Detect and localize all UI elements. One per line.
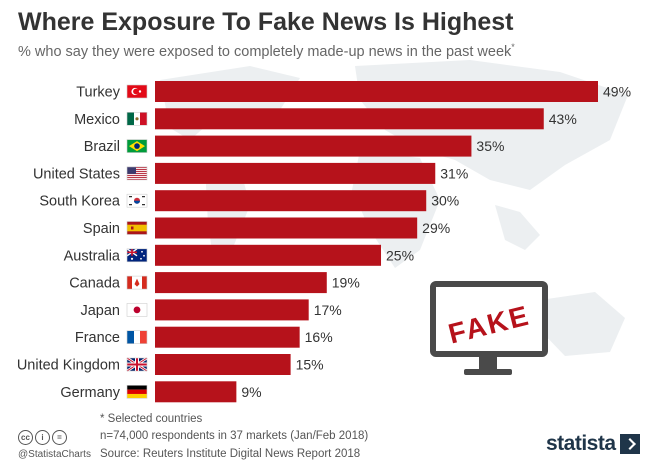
value-label: 15%	[296, 357, 324, 373]
bar	[155, 217, 418, 239]
bar	[155, 326, 300, 348]
bar	[155, 190, 427, 212]
bar-row-united-states: United States 31%	[33, 162, 468, 184]
subtitle-text: % who say they were exposed to completel…	[18, 43, 512, 60]
footnote: * Selected countries	[100, 413, 203, 425]
bar-row-united-kingdom: United Kingdom 15%	[17, 354, 324, 375]
bar-row-spain: Spain 29%	[83, 217, 450, 239]
mexico-flag-icon	[126, 112, 148, 126]
spain-flag-icon	[126, 221, 148, 235]
statista-logo[interactable]: statista	[546, 432, 640, 456]
value-label: 49%	[603, 84, 631, 100]
chart-title: Where Exposure To Fake News Is Highest	[18, 8, 514, 36]
category-label: Brazil	[84, 139, 120, 155]
fake-monitor-illustration: FAKE	[430, 281, 548, 375]
category-label: Germany	[60, 385, 120, 401]
bar	[155, 244, 382, 266]
category-label: United Kingdom	[17, 358, 120, 374]
twitter-handle: @StatistaCharts	[18, 449, 91, 460]
attribution-icon: i	[35, 430, 50, 445]
value-label: 19%	[332, 275, 360, 291]
canada-flag-icon	[126, 275, 148, 290]
value-label: 29%	[422, 220, 450, 236]
category-label: United States	[33, 166, 120, 182]
source-note: Source: Reuters Institute Digital News R…	[100, 448, 361, 460]
bar-row-turkey: Turkey 49%	[76, 81, 631, 102]
chart-subtitle: % who say they were exposed to completel…	[18, 42, 515, 60]
value-label: 30%	[431, 193, 459, 209]
statista-logo-mark-icon	[619, 434, 640, 454]
brazil-flag-icon	[126, 139, 148, 153]
bar	[155, 108, 544, 130]
value-label: 25%	[386, 247, 414, 263]
south-korea-flag-icon	[126, 193, 148, 208]
bar-row-brazil: Brazil 35%	[84, 135, 504, 157]
category-label: France	[75, 330, 120, 346]
bar-row-japan: Japan 17%	[80, 299, 342, 321]
monitor-base	[464, 369, 512, 375]
bar	[155, 299, 309, 321]
category-label: Canada	[69, 276, 121, 292]
category-label: Spain	[83, 221, 120, 237]
bar-row-france: France 16%	[75, 326, 333, 348]
no-derivatives-icon: =	[52, 430, 67, 445]
subtitle-footnote-marker: *	[511, 42, 515, 52]
statista-logo-text: statista	[546, 432, 616, 455]
value-label: 9%	[241, 384, 261, 400]
bar-row-germany: Germany 9%	[60, 381, 262, 403]
creative-commons-icon: cc	[18, 430, 33, 445]
category-label: Turkey	[76, 85, 121, 101]
france-flag-icon	[126, 330, 148, 345]
turkey-flag-icon	[126, 84, 148, 99]
license-icons: cc i =	[18, 430, 67, 445]
bar	[155, 135, 472, 157]
category-label: South Korea	[39, 194, 121, 210]
category-label: Japan	[80, 303, 120, 319]
bar-row-mexico: Mexico 43%	[74, 108, 577, 130]
value-label: 35%	[476, 138, 504, 154]
value-label: 43%	[549, 111, 577, 127]
germany-flag-icon	[126, 384, 148, 399]
sample-size-note: n=74,000 respondents in 37 markets (Jan/…	[100, 430, 369, 442]
value-label: 16%	[305, 329, 333, 345]
bar-row-south-korea: South Korea 30%	[39, 190, 459, 212]
usa-flag-icon	[126, 166, 148, 181]
value-label: 31%	[440, 165, 468, 181]
australia-flag-icon	[126, 248, 148, 263]
bar	[155, 272, 327, 294]
bar	[155, 381, 237, 403]
value-label: 17%	[314, 302, 342, 318]
bar-row-canada: Canada 19%	[69, 272, 360, 294]
bar	[155, 81, 598, 102]
category-label: Australia	[64, 248, 121, 264]
monitor-stand	[479, 357, 497, 369]
bar	[155, 162, 436, 184]
bar	[155, 354, 291, 375]
uk-flag-icon	[126, 356, 148, 373]
bar-row-australia: Australia 25%	[64, 244, 414, 266]
monitor-screen	[430, 281, 548, 357]
japan-flag-icon	[126, 303, 148, 317]
category-label: Mexico	[74, 112, 120, 128]
bars-layer: Turkey 49% Mexico 43% Brazil 35% United States…	[17, 81, 631, 403]
